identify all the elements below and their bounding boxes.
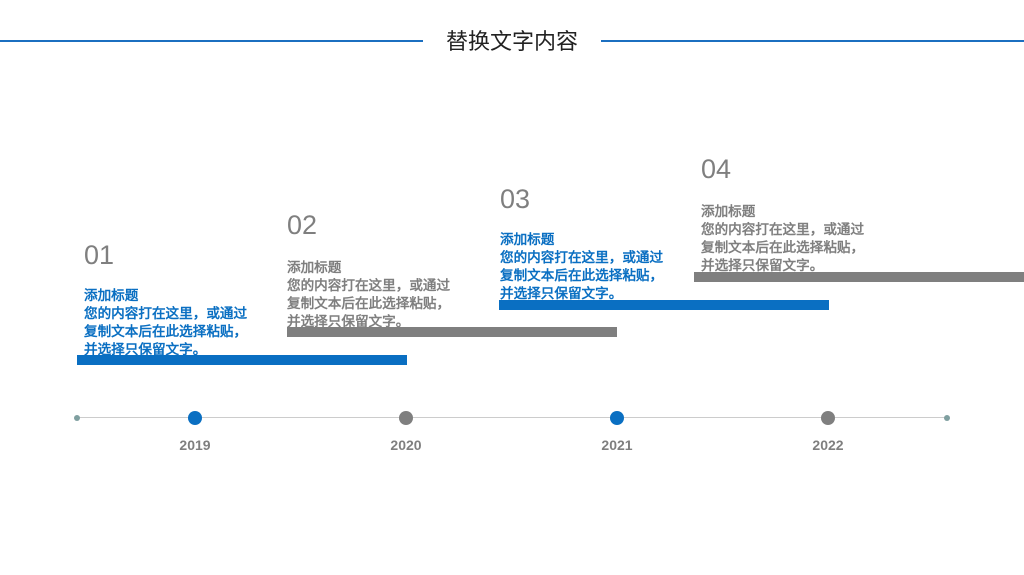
- title-rule: [0, 40, 423, 42]
- timeline-dot: [399, 411, 413, 425]
- item-text: 添加标题您的内容打在这里，或通过复制文本后在此选择粘贴，并选择只保留文字。: [701, 203, 869, 275]
- item-body: 您的内容打在这里，或通过复制文本后在此选择粘贴，并选择只保留文字。: [84, 306, 248, 358]
- axis-end: [74, 415, 80, 421]
- item-heading: 添加标题: [287, 260, 342, 276]
- title-rule: [601, 40, 1024, 42]
- item-bar: [499, 300, 829, 310]
- item-number: 02: [287, 210, 318, 240]
- year-label: 2020: [390, 437, 422, 453]
- item-number: 03: [500, 184, 531, 214]
- item-bar: [287, 327, 617, 337]
- title: 替换文字内容: [445, 30, 578, 55]
- timeline-dot: [821, 411, 835, 425]
- timeline-dot: [610, 411, 624, 425]
- item-body: 您的内容打在这里，或通过复制文本后在此选择粘贴，并选择只保留文字。: [701, 222, 865, 274]
- year-label: 2019: [179, 437, 211, 453]
- item-body: 您的内容打在这里，或通过复制文本后在此选择粘贴，并选择只保留文字。: [287, 278, 451, 330]
- item-body: 您的内容打在这里，或通过复制文本后在此选择粘贴，并选择只保留文字。: [500, 250, 664, 302]
- item-text: 添加标题您的内容打在这里，或通过复制文本后在此选择粘贴，并选择只保留文字。: [84, 287, 252, 359]
- item-heading: 添加标题: [500, 232, 555, 248]
- item-text: 添加标题您的内容打在这里，或通过复制文本后在此选择粘贴，并选择只保留文字。: [287, 259, 455, 331]
- item-bar: [77, 355, 407, 365]
- item-number: 01: [84, 240, 115, 270]
- year-label: 2022: [812, 437, 844, 453]
- timeline-dot: [188, 411, 202, 425]
- axis-end: [944, 415, 950, 421]
- item-heading: 添加标题: [701, 204, 756, 220]
- item-text: 添加标题您的内容打在这里，或通过复制文本后在此选择粘贴，并选择只保留文字。: [500, 231, 668, 303]
- year-label: 2021: [601, 437, 633, 453]
- item-bar: [694, 272, 1024, 282]
- item-heading: 添加标题: [84, 288, 139, 304]
- timeline-axis: [77, 417, 947, 418]
- item-number: 04: [701, 154, 732, 184]
